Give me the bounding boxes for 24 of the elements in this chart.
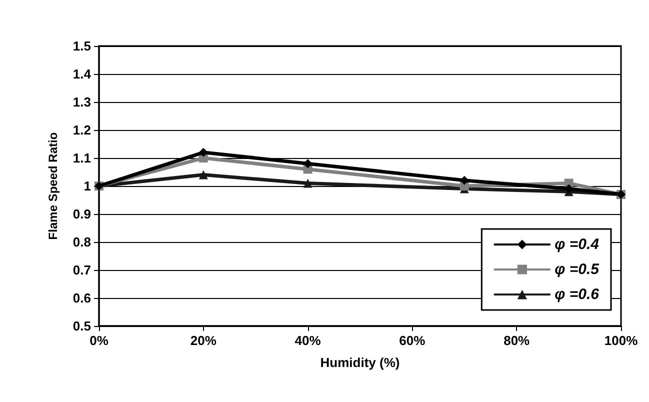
- y-tick-label: 1.2: [72, 122, 91, 138]
- y-tick-label: 0.8: [72, 234, 91, 250]
- x-tick-label: 60%: [399, 333, 426, 348]
- y-tick-label: 1.1: [72, 150, 91, 166]
- y-tick-label: 0.6: [72, 290, 91, 306]
- legend-label: φ =0.6: [554, 286, 600, 303]
- legend-label: φ =0.5: [554, 261, 600, 278]
- y-tick-label: 0.9: [72, 206, 91, 222]
- y-tick-label: 1: [84, 178, 91, 194]
- x-axis-title: Humidity (%): [320, 355, 400, 370]
- y-axis-title: Flame Speed Ratio: [46, 132, 60, 240]
- y-tick-label: 0.5: [72, 318, 91, 334]
- y-tick-label: 1.5: [72, 38, 91, 54]
- y-tick-label: 0.7: [72, 262, 91, 278]
- x-tick-label: 80%: [504, 333, 530, 348]
- x-tick-label: 40%: [294, 333, 322, 348]
- point: [198, 170, 208, 180]
- x-tick-label: 20%: [190, 333, 217, 348]
- y-tick-label: 1.3: [72, 94, 91, 110]
- legend-label: φ =0.4: [554, 236, 600, 253]
- point: [303, 178, 312, 188]
- x-tick-label: 100%: [604, 333, 638, 348]
- y-tick-label: 1.4: [72, 66, 92, 82]
- x-tick-label: 0%: [90, 333, 109, 348]
